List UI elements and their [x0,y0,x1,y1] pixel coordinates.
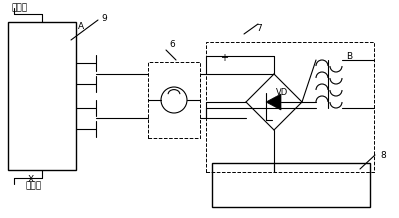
Polygon shape [266,94,281,110]
Text: 至电网: 至电网 [12,3,28,12]
Text: X: X [28,175,34,184]
Bar [212,163,370,207]
Text: 9: 9 [101,14,107,22]
Text: A: A [78,22,84,31]
Text: B: B [346,51,352,61]
Text: 至电网: 至电网 [26,182,42,191]
Text: 6: 6 [169,39,175,48]
Text: 7: 7 [256,24,262,32]
Text: VD: VD [276,87,288,97]
Bar [206,42,374,172]
Text: 8: 8 [380,150,386,160]
Bar [8,22,76,170]
Bar [148,62,200,138]
Text: +: + [220,53,228,63]
